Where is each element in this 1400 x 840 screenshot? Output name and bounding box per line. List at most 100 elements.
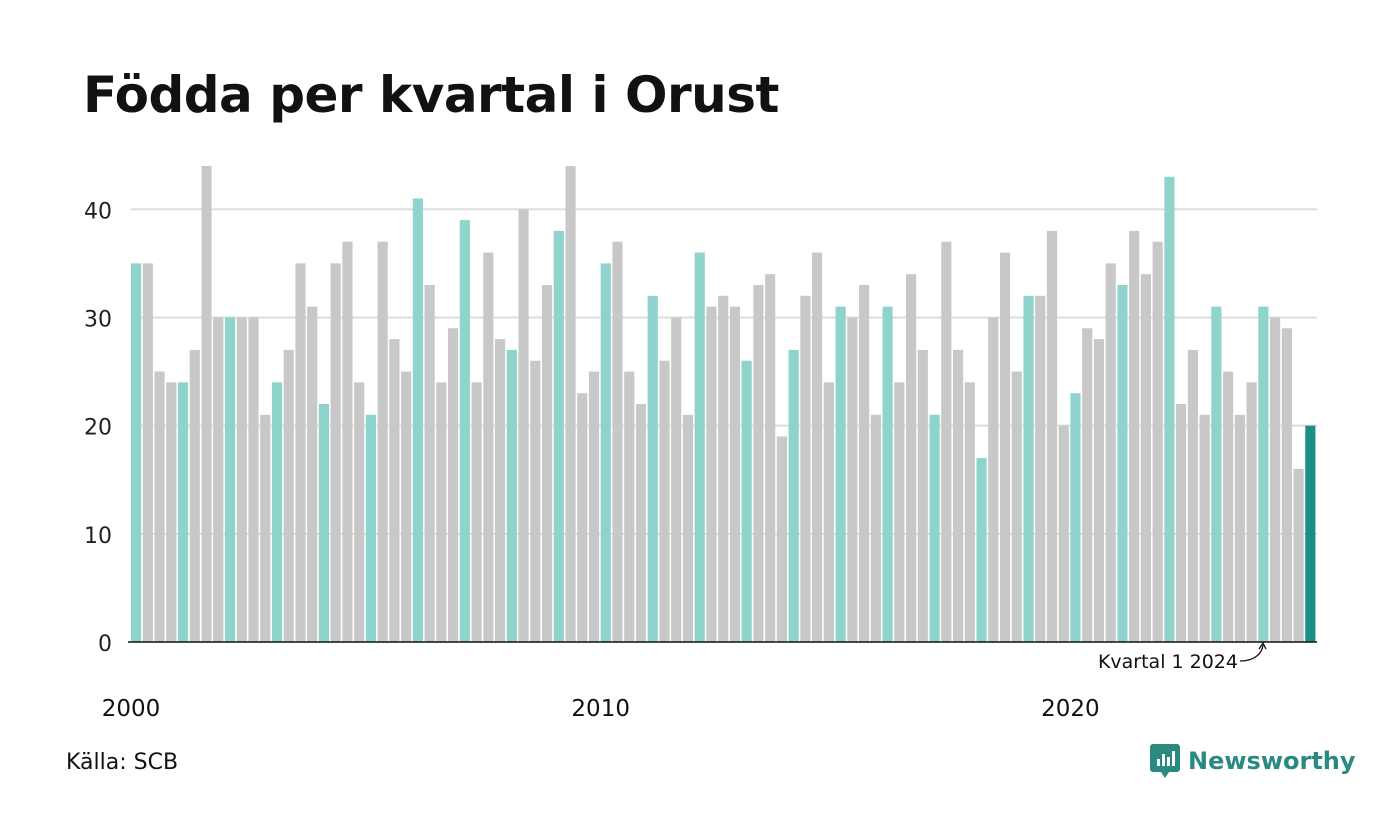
bar bbox=[659, 360, 670, 642]
bar bbox=[624, 371, 635, 642]
bar bbox=[612, 241, 623, 643]
bar bbox=[929, 414, 940, 642]
annotation-arrowhead bbox=[1258, 641, 1267, 650]
bar bbox=[1211, 306, 1222, 642]
bar bbox=[800, 295, 811, 642]
bar bbox=[565, 166, 576, 642]
bar bbox=[870, 414, 881, 642]
bar bbox=[964, 382, 975, 642]
bar bbox=[541, 285, 553, 642]
bar bbox=[260, 414, 271, 642]
bar bbox=[1035, 295, 1046, 642]
x-tick-label: 2010 bbox=[571, 696, 630, 722]
bar bbox=[248, 317, 259, 642]
bar bbox=[706, 306, 717, 642]
bar bbox=[718, 295, 729, 642]
bar bbox=[1023, 295, 1034, 642]
annotation-label: Kvartal 1 2024 bbox=[1098, 651, 1238, 673]
bar bbox=[859, 285, 870, 642]
bar-chart: 0 10 20 30 40 2000 2010 2020 Kvartal 1 2024 bbox=[84, 166, 1317, 722]
bar bbox=[131, 263, 142, 642]
bar bbox=[1152, 241, 1163, 643]
bar bbox=[166, 382, 177, 642]
bar bbox=[330, 263, 341, 642]
y-tick-label: 40 bbox=[84, 199, 112, 224]
y-tick-label: 20 bbox=[84, 416, 112, 441]
bar bbox=[1223, 371, 1234, 642]
bar bbox=[741, 360, 752, 642]
bar bbox=[941, 241, 952, 643]
bar bbox=[283, 349, 294, 642]
bar bbox=[377, 241, 388, 643]
bar bbox=[471, 382, 482, 642]
bar bbox=[412, 198, 423, 642]
bar bbox=[154, 371, 165, 642]
bar bbox=[224, 317, 236, 642]
bar bbox=[295, 263, 306, 642]
bar bbox=[753, 285, 764, 642]
bar bbox=[436, 382, 447, 642]
y-tick-label: 0 bbox=[98, 632, 112, 657]
bar bbox=[729, 306, 741, 642]
bar bbox=[236, 317, 247, 642]
bar bbox=[1011, 371, 1022, 642]
bar bbox=[976, 458, 987, 642]
bar bbox=[906, 274, 917, 642]
bar bbox=[776, 436, 787, 642]
bar bbox=[835, 306, 846, 642]
bar bbox=[389, 339, 400, 642]
bar bbox=[823, 382, 834, 642]
bar bbox=[671, 317, 682, 642]
bar bbox=[530, 360, 541, 642]
bar bbox=[495, 339, 506, 642]
bar bbox=[1199, 414, 1210, 642]
bar bbox=[588, 371, 600, 642]
bar bbox=[647, 295, 658, 642]
bar bbox=[882, 306, 893, 642]
bar bbox=[177, 382, 189, 642]
bar bbox=[1270, 317, 1281, 642]
bar bbox=[600, 263, 611, 642]
bar bbox=[1117, 285, 1128, 642]
bar bbox=[999, 252, 1011, 643]
bar bbox=[635, 404, 647, 642]
bar bbox=[917, 349, 928, 642]
bar bbox=[1281, 328, 1292, 642]
bar bbox=[1176, 404, 1187, 642]
bar bbox=[1082, 328, 1093, 642]
bar bbox=[894, 382, 905, 642]
bar bbox=[318, 404, 330, 642]
y-tick-label: 30 bbox=[84, 307, 112, 332]
bar bbox=[506, 349, 517, 642]
bar bbox=[988, 317, 999, 642]
brand-name: Newsworthy bbox=[1188, 747, 1356, 775]
bar bbox=[307, 306, 318, 642]
bar bbox=[1246, 382, 1257, 642]
bar bbox=[577, 393, 588, 642]
bar bbox=[1293, 468, 1304, 642]
bar bbox=[788, 349, 799, 642]
bar bbox=[1093, 339, 1105, 642]
bar bbox=[682, 414, 694, 642]
bar bbox=[694, 252, 705, 643]
bar bbox=[365, 414, 376, 642]
bar bbox=[847, 317, 858, 642]
bar bbox=[1234, 414, 1245, 642]
bar bbox=[1129, 230, 1140, 642]
chart-title: Födda per kvartal i Orust bbox=[83, 66, 779, 124]
bar bbox=[952, 349, 964, 642]
bar bbox=[812, 252, 823, 643]
bar bbox=[448, 328, 459, 642]
bar bbox=[271, 382, 283, 642]
bar bbox=[1140, 274, 1151, 642]
bar bbox=[1105, 263, 1116, 642]
bar bbox=[401, 371, 412, 642]
bar bbox=[765, 274, 776, 642]
bar bbox=[189, 349, 200, 642]
bar bbox=[1046, 230, 1058, 642]
bar bbox=[1058, 425, 1069, 642]
bar bbox=[424, 285, 435, 642]
annotation-arrow bbox=[1239, 644, 1264, 662]
bar bbox=[1305, 425, 1316, 642]
source-label: Källa: SCB bbox=[66, 750, 179, 775]
